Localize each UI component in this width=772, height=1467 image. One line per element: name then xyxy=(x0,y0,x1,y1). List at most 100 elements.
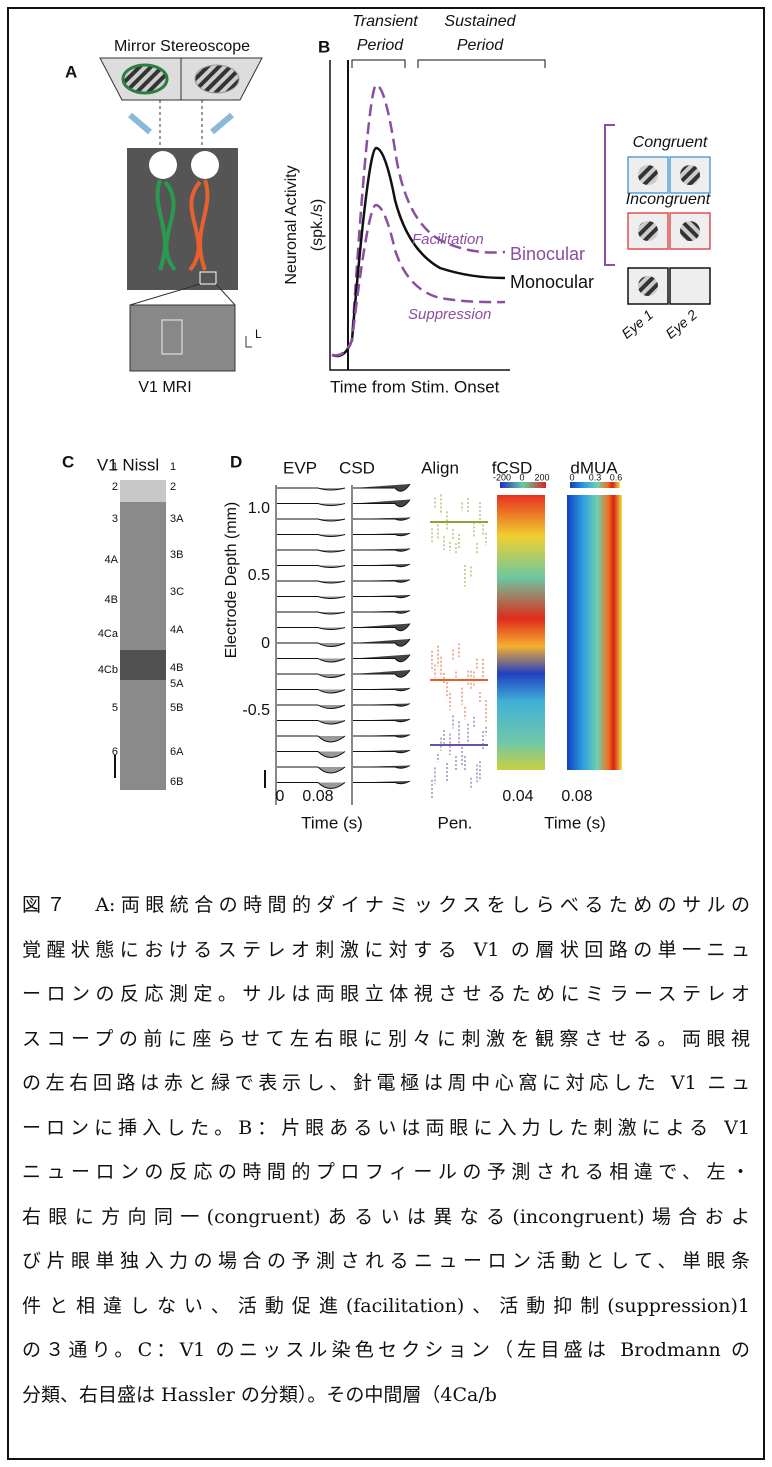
caption-line: スコープの前に座らせて左右眼に別々に刺激を観察させる。両眼視 xyxy=(22,1017,750,1061)
orientation-mark xyxy=(246,336,252,347)
panel-label: D xyxy=(230,452,242,471)
caption-line: び片眼単独入力の場合の予測されるニューロン活動として、単眼条 xyxy=(22,1239,750,1283)
x-tick-label: 0.08 xyxy=(561,788,592,805)
caption-line: 図７ A:両眼統合の時間的ダイナミックスをしらべるためのサルの xyxy=(22,883,750,927)
scale-label: 0 xyxy=(569,472,574,482)
csd-trace xyxy=(353,688,410,691)
caption-line: ーロンに挿入した。B：片眼あるいは両眼に入力した刺激による V1 xyxy=(22,1106,750,1150)
color-bar xyxy=(500,482,546,488)
evp-trace xyxy=(277,628,345,630)
nissl-band xyxy=(120,650,166,680)
mirrors xyxy=(130,115,232,132)
evp-trace xyxy=(277,674,345,678)
column-title: CSD xyxy=(339,458,375,477)
layer-label: 2 xyxy=(170,481,176,493)
period-brackets xyxy=(352,60,545,68)
layer-label: 3C xyxy=(170,586,184,598)
eye-left xyxy=(149,151,177,179)
x-tick-label: 0 xyxy=(276,788,285,805)
csd-trace xyxy=(353,595,410,598)
layer-label: 4B xyxy=(170,662,183,674)
evp-trace xyxy=(277,504,345,506)
csd-trace xyxy=(353,518,410,521)
csd-trace xyxy=(353,670,410,677)
evp-trace xyxy=(277,566,345,568)
evp-trace xyxy=(277,535,345,537)
curve-label: Binocular xyxy=(510,244,585,264)
nissl-band xyxy=(120,480,166,502)
csd-trace xyxy=(353,655,410,662)
inset-label: V1 MRI xyxy=(138,379,191,396)
evp-trace xyxy=(277,736,345,742)
layer-label: 2 xyxy=(112,481,118,493)
layer-label: 6A xyxy=(170,746,184,758)
scale-label: 0.6 xyxy=(610,472,623,482)
layer-label: 4B xyxy=(105,594,118,606)
evp-trace xyxy=(277,612,345,614)
x-tick-label: 0.08 xyxy=(302,788,333,805)
panel-title: V1 Nissl xyxy=(97,455,159,474)
column-title: Align xyxy=(421,458,459,477)
csd-trace xyxy=(353,735,410,738)
y-axis-label: (spk./s) xyxy=(309,199,326,251)
layer-label: 3A xyxy=(170,513,184,525)
nissl-image xyxy=(120,480,166,790)
x-axis-label: Time from Stim. Onset xyxy=(330,377,500,396)
csd-trace xyxy=(353,719,410,722)
layer-label: 3 xyxy=(112,513,118,525)
layer-label: 4A xyxy=(170,624,184,636)
evp-trace xyxy=(277,519,345,521)
curve-label: Suppression xyxy=(408,306,491,323)
evp-trace xyxy=(277,690,345,694)
y-tick-label: 1.0 xyxy=(248,500,270,517)
y-tick-label: -0.5 xyxy=(242,702,270,719)
period-label: Transient xyxy=(352,13,418,30)
period-label: Sustained xyxy=(444,13,516,30)
scale-label: 0 xyxy=(519,472,524,482)
evp-trace xyxy=(277,721,345,725)
csd-trace xyxy=(353,704,410,707)
csd-trace xyxy=(353,781,410,784)
csd-trace xyxy=(353,500,410,507)
caption-line: 覚醒状態におけるステレオ刺激に対する V1 の層状回路の単一ニュ xyxy=(22,928,750,972)
caption-line: 分類、右目盛は Hassler の分類）。その中間層（4Ca/b xyxy=(22,1373,750,1417)
grating xyxy=(680,221,700,241)
evp-trace xyxy=(277,488,345,490)
caption-line: 件と相違しない、活動促進(facilitation)、活動抑制(suppress… xyxy=(22,1284,750,1328)
caption-line: の左右回路は赤と緑で表示し、針電極は周中心窩に対応した V1 ニュ xyxy=(22,1061,750,1105)
evp-trace xyxy=(277,597,345,599)
grating-right xyxy=(195,65,239,93)
csd-trace xyxy=(353,533,410,536)
orientation-label: L xyxy=(255,327,262,341)
eye-label: Eye 1 xyxy=(618,306,656,341)
binocular-bracket xyxy=(605,125,615,265)
evp-trace xyxy=(277,767,345,773)
condition-label: Incongruent xyxy=(626,191,711,208)
axes xyxy=(330,60,510,370)
panel-title: Mirror Stereoscope xyxy=(114,38,250,55)
fcsd-map xyxy=(497,495,545,770)
y-tick-label: 0 xyxy=(261,635,270,652)
x-axis-label: Pen. xyxy=(438,813,473,832)
grating-left xyxy=(123,65,167,93)
csd-trace xyxy=(353,639,410,646)
column-title: EVP xyxy=(283,458,317,477)
layer-label: 4Cb xyxy=(98,664,118,676)
evp-trace xyxy=(277,752,345,758)
layer-label: 4A xyxy=(105,554,119,566)
y-tick-label: 0.5 xyxy=(248,567,270,584)
caption-line: ーロンの反応測定。サルは両眼立体視させるためにミラーステレオ xyxy=(22,972,750,1016)
eye-box xyxy=(670,268,710,304)
grating xyxy=(638,276,658,296)
scale-label: 200 xyxy=(534,472,549,482)
evp-trace xyxy=(277,659,345,663)
grating xyxy=(638,165,658,185)
layer-label: 6B xyxy=(170,776,183,788)
light-path xyxy=(160,100,202,145)
caption-line: の３通り。C：V1 のニッスル染色セクション（左目盛は Brodmann の xyxy=(22,1328,750,1372)
layer-label: 3B xyxy=(170,549,183,561)
grating xyxy=(680,165,700,185)
csd-trace xyxy=(353,580,410,583)
layer-label: 5 xyxy=(112,702,118,714)
y-axis-label: Electrode Depth (mm) xyxy=(223,502,240,659)
